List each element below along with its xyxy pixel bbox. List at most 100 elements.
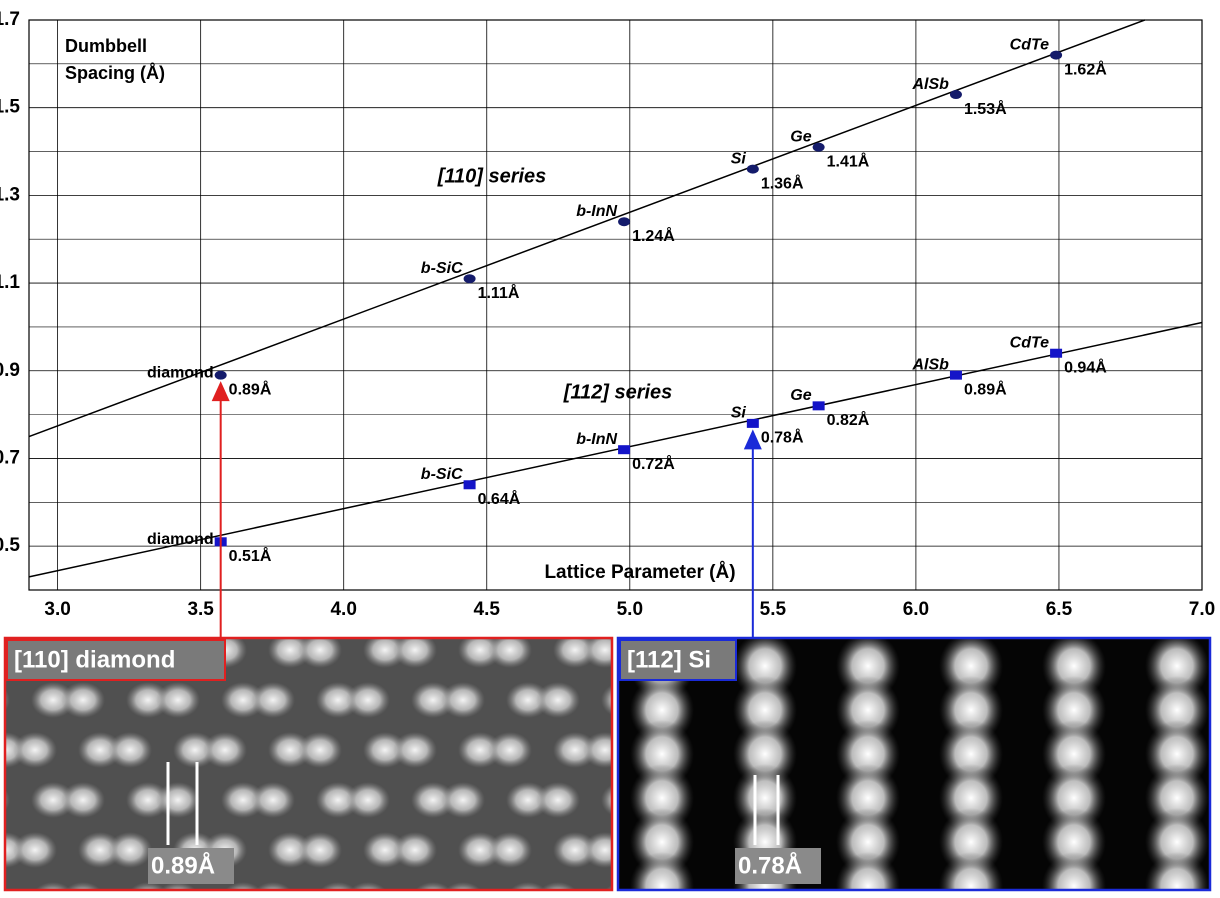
- atom: [604, 884, 612, 890]
- atom: [298, 832, 342, 868]
- panel-frame: [616, 636, 1212, 892]
- atom: [349, 882, 387, 890]
- atom: [488, 832, 532, 868]
- atom: [444, 882, 482, 890]
- atom: [61, 682, 105, 718]
- x-tick-label: 5.5: [760, 599, 787, 620]
- x-tick-label: 4.0: [330, 599, 356, 620]
- scale-label: 0.78Å: [738, 851, 802, 879]
- point-label: Si: [731, 405, 747, 422]
- data-point: [812, 142, 825, 152]
- atom: [601, 784, 612, 816]
- data-point: [812, 401, 825, 411]
- atom: [488, 638, 532, 668]
- point-label: Ge: [790, 128, 811, 145]
- atom: [393, 638, 437, 668]
- point-label: b-SiC: [421, 466, 463, 483]
- atom: [1145, 852, 1209, 890]
- atom: [346, 782, 390, 818]
- value-label: 0.51Å: [229, 546, 272, 565]
- scale-label-box: [148, 848, 234, 884]
- atom: [251, 682, 295, 718]
- point-label: CdTe: [1010, 36, 1050, 53]
- atom: [34, 882, 72, 890]
- value-label: 1.62Å: [1064, 59, 1107, 78]
- atom: [319, 882, 357, 890]
- x-axis-label: Lattice Parameter (Å): [544, 562, 735, 583]
- panel-label: [110] diamond: [14, 646, 175, 673]
- atom: [61, 782, 105, 818]
- arrow-head: [211, 381, 230, 402]
- point-label: AlSb: [912, 76, 950, 93]
- point-label: CdTe: [1010, 334, 1050, 351]
- panel-label-box: [6, 639, 226, 681]
- data-point: [618, 217, 631, 227]
- data-point: [1050, 50, 1063, 60]
- atom: [583, 638, 612, 668]
- x-tick-label: 4.5: [474, 599, 501, 620]
- value-label: 1.36Å: [761, 173, 804, 192]
- value-label: 0.94Å: [1064, 357, 1107, 376]
- value-label: 0.89Å: [229, 379, 272, 398]
- plot-frame: [28, 19, 1203, 591]
- data-point: [463, 480, 476, 490]
- value-label: 0.72Å: [632, 454, 675, 473]
- y-tick-label: 0.9: [0, 360, 20, 381]
- panel-label: [112] Si: [627, 646, 711, 673]
- atom: [298, 638, 342, 668]
- series-label: [110] series: [437, 165, 547, 187]
- atom: [836, 852, 900, 890]
- atom: [298, 732, 342, 768]
- data-point: [214, 370, 227, 380]
- atom: [509, 882, 547, 890]
- atom: [1042, 852, 1106, 890]
- value-label: 1.24Å: [632, 226, 675, 245]
- scale-label: 0.89Å: [151, 851, 215, 879]
- x-tick-label: 6.0: [903, 599, 929, 620]
- fit-line: [28, 321, 1203, 578]
- value-label: 0.64Å: [478, 489, 521, 508]
- data-point: [746, 418, 759, 428]
- atom: [129, 882, 167, 890]
- x-tick-label: 7.0: [1189, 599, 1215, 620]
- scale-label-box: [735, 848, 821, 884]
- data-point: [949, 90, 962, 100]
- value-label: 0.89Å: [964, 379, 1007, 398]
- y-tick-label: 0.7: [0, 447, 20, 468]
- atom: [393, 732, 437, 768]
- y-tick-label: 1.7: [0, 9, 20, 30]
- atom: [539, 882, 577, 890]
- panel-frame: [3, 636, 614, 892]
- point-label: b-InN: [576, 203, 617, 220]
- value-label: 0.78Å: [761, 428, 804, 447]
- atom: [601, 684, 612, 716]
- atom: [159, 882, 197, 890]
- point-label: Ge: [790, 387, 811, 404]
- value-label: 1.53Å: [964, 99, 1007, 118]
- atom: [441, 782, 485, 818]
- point-label: diamond: [147, 364, 214, 381]
- point-label: diamond: [147, 531, 214, 548]
- atom: [583, 732, 612, 768]
- data-point: [618, 445, 631, 455]
- atom: [536, 782, 580, 818]
- atom: [488, 732, 532, 768]
- atom: [441, 682, 485, 718]
- y-axis-label: Dumbbell: [65, 36, 147, 56]
- y-tick-label: 1.5: [0, 97, 20, 118]
- x-tick-label: 3.5: [187, 599, 214, 620]
- atom: [108, 832, 152, 868]
- atom: [108, 732, 152, 768]
- point-label: Si: [731, 150, 747, 167]
- atom: [203, 732, 247, 768]
- atom: [156, 682, 200, 718]
- atom: [346, 682, 390, 718]
- atom: [414, 882, 452, 890]
- x-tick-label: 3.0: [44, 599, 70, 620]
- panel-label-box: [619, 639, 737, 681]
- arrow-head: [743, 429, 762, 450]
- atom: [393, 832, 437, 868]
- data-point: [463, 274, 476, 284]
- micrograph: [5, 638, 612, 890]
